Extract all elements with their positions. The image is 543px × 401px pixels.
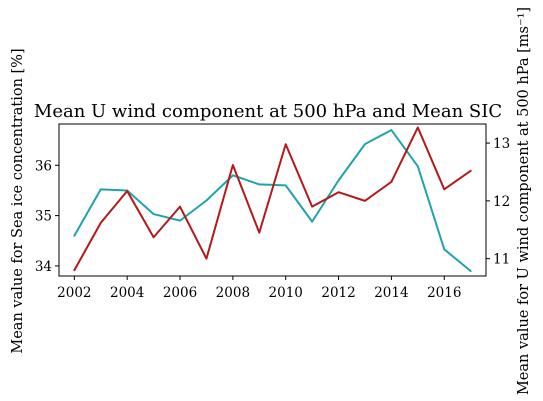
y-right-tick-label: 12 [493, 194, 510, 210]
y-axis-right: 11 12 13 [486, 136, 510, 268]
y-left-tick-label: 34 [35, 259, 52, 275]
x-tick-label: 2012 [321, 285, 355, 301]
y-axis-label-left: Mean value for Sea ice concentration [%] [10, 48, 26, 353]
chart-title: Mean U wind component at 500 hPa and Mea… [34, 101, 502, 122]
series-line-2 [73, 126, 472, 272]
x-tick-label: 2016 [427, 285, 461, 301]
plot-frame [58, 123, 487, 277]
series-layer [73, 126, 472, 272]
x-tick-label: 2010 [269, 285, 303, 301]
x-tick-label: 2014 [374, 285, 408, 301]
x-tick-label: 2002 [57, 285, 91, 301]
y-right-tick-label: 11 [493, 252, 510, 268]
x-tick-label: 2006 [163, 285, 197, 301]
y-axis-label-right: Mean value for U wind component at 500 h… [516, 7, 532, 395]
y-left-tick-label: 36 [35, 158, 52, 174]
x-tick-label: 2008 [216, 285, 250, 301]
y-left-tick-label: 35 [35, 209, 52, 225]
y-right-tick-label: 13 [493, 136, 510, 152]
y-axis-left: 34 35 36 [35, 158, 59, 275]
x-tick-label: 2004 [110, 285, 144, 301]
series-line-1 [73, 129, 472, 272]
x-axis: 2002 2004 2006 2008 2010 2012 2014 2016 [57, 276, 461, 301]
